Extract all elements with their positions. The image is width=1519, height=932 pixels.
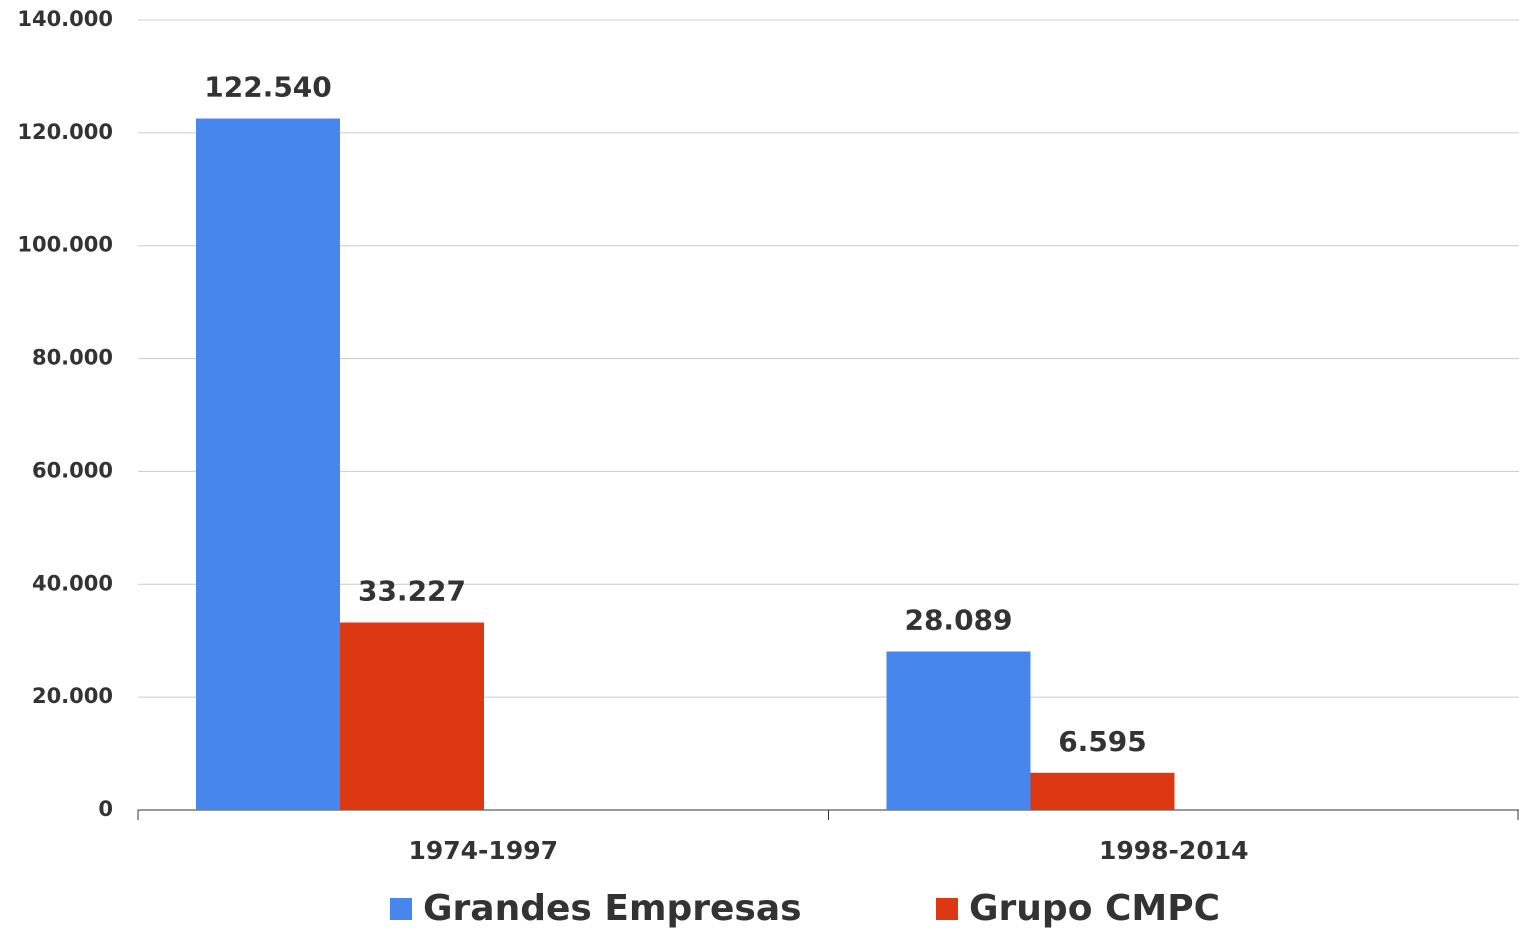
y-tick-label: 60.000 bbox=[32, 458, 113, 482]
value-label: 6.595 bbox=[1058, 725, 1147, 758]
legend-label: Grupo CMPC bbox=[969, 888, 1220, 929]
x-tick-label: 1998-2014 bbox=[1099, 836, 1249, 865]
y-tick-label: 140.000 bbox=[17, 7, 113, 31]
value-label: 28.089 bbox=[904, 603, 1012, 636]
y-tick-label: 80.000 bbox=[32, 346, 113, 370]
legend-swatch bbox=[390, 898, 412, 920]
value-label: 33.227 bbox=[358, 575, 466, 608]
bar bbox=[1030, 772, 1175, 810]
legend-swatch bbox=[936, 898, 958, 920]
y-tick-label: 40.000 bbox=[32, 571, 113, 595]
x-tick-label: 1974-1997 bbox=[408, 836, 558, 865]
bar bbox=[196, 118, 340, 810]
y-tick-label: 20.000 bbox=[32, 684, 113, 708]
legend-label: Grandes Empresas bbox=[423, 888, 802, 929]
bar bbox=[886, 651, 1031, 810]
y-tick-label: 0 bbox=[98, 797, 113, 821]
bar bbox=[340, 622, 484, 810]
y-tick-label: 100.000 bbox=[17, 233, 113, 257]
y-tick-label: 120.000 bbox=[17, 120, 113, 144]
value-label: 122.540 bbox=[204, 71, 332, 104]
